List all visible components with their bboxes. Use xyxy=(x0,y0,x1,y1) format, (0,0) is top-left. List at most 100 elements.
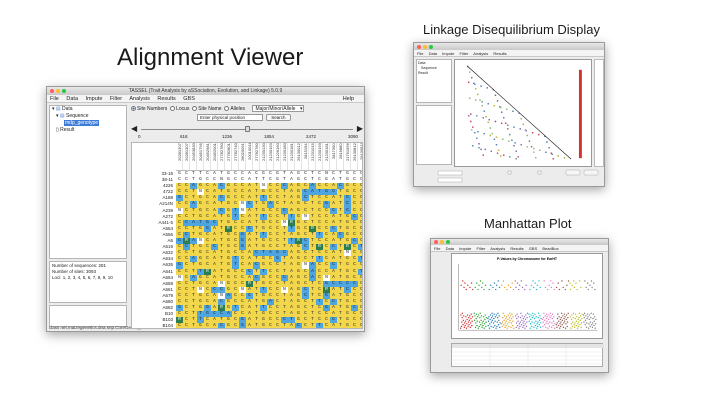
color-mode-dropdown[interactable]: Major/Minor/Allele ▾ xyxy=(252,105,305,113)
man-menu-impute[interactable]: Impute xyxy=(459,246,472,251)
site-header[interactable]: 2816880 xyxy=(337,143,344,170)
menu-impute[interactable]: Impute xyxy=(85,96,103,102)
taxon-label[interactable]: A619 xyxy=(162,244,173,250)
site-header[interactable]: 26130012 xyxy=(295,143,302,170)
taxon-label[interactable]: A654 xyxy=(162,274,173,280)
site-header[interactable]: 21226160 xyxy=(274,143,281,170)
taxon-label[interactable]: A641 xyxy=(162,268,173,274)
taxon-label[interactable]: A6 xyxy=(167,238,173,244)
site-slider[interactable]: ◀ ▶ xyxy=(131,123,363,135)
site-header[interactable]: 21230180 xyxy=(281,143,288,170)
site-header[interactable]: 20010011 xyxy=(246,143,253,170)
tree-node-data[interactable]: ▾ ▤ Data xyxy=(52,106,73,112)
menu-file[interactable]: File xyxy=(50,96,59,102)
taxon-label[interactable]: B10 xyxy=(164,311,173,317)
physical-position-input[interactable]: Enter physical position xyxy=(197,114,263,121)
taxon-label[interactable]: A214N xyxy=(159,201,173,207)
taxon-label[interactable]: A239 xyxy=(162,207,173,213)
zoom-window-icon[interactable] xyxy=(446,240,450,244)
site-header[interactable]: 20452981 xyxy=(204,143,211,170)
man-menu-gbs[interactable]: GBS xyxy=(528,246,538,251)
taxon-label[interactable]: A632 xyxy=(162,250,173,256)
taxon-label[interactable]: A272 xyxy=(162,213,173,219)
man-menu-beadbox[interactable]: BeadBox xyxy=(542,246,559,251)
ld-tree-data[interactable]: Data xyxy=(418,61,426,65)
search-button[interactable]: Search xyxy=(266,114,291,121)
site-header[interactable]: 21231015 xyxy=(309,143,316,170)
ld-menu-analysis[interactable]: Analysis xyxy=(473,51,489,56)
menu-gbs[interactable]: GBS xyxy=(183,96,195,102)
alignment-grid[interactable]: 20281307 20281307 20453830 20451795 20452981… xyxy=(131,142,363,329)
site-header[interactable]: 21761956 xyxy=(344,143,351,170)
taxon-label[interactable]: A634 xyxy=(162,256,173,262)
site-header[interactable]: 20453830 xyxy=(190,143,197,170)
site-header[interactable]: 26130811 xyxy=(358,143,362,170)
site-header[interactable]: 20281307 xyxy=(176,143,183,170)
minimize-window-icon[interactable] xyxy=(423,44,427,49)
ld-tree-result[interactable]: Result xyxy=(418,71,428,75)
man-menu-data[interactable]: Data xyxy=(445,246,455,251)
site-header[interactable]: 21230193 xyxy=(316,143,323,170)
man-menu-filter[interactable]: Filter xyxy=(476,246,486,251)
man-menu-results[interactable]: Results xyxy=(510,246,524,251)
taxon-label[interactable]: A441-5 xyxy=(158,219,173,225)
taxon-label[interactable]: 38-11 xyxy=(161,177,173,183)
man-menu-file[interactable]: File xyxy=(434,246,441,251)
ld-menu-file[interactable]: File xyxy=(417,51,424,56)
taxon-label[interactable]: 4226 xyxy=(162,183,173,189)
menu-results[interactable]: Results xyxy=(157,96,176,102)
close-window-icon[interactable] xyxy=(50,89,54,93)
site-header[interactable]: 20281307 xyxy=(183,143,190,170)
taxon-label[interactable]: A554 xyxy=(162,225,173,231)
radio-site-name[interactable]: Site Name xyxy=(192,106,222,112)
minimize-window-icon[interactable] xyxy=(56,89,60,93)
taxon-label[interactable]: 4722 xyxy=(162,189,173,195)
tree-node-mdp-genotype[interactable]: mdp_genotype xyxy=(64,120,100,126)
menu-data[interactable]: Data xyxy=(66,96,79,102)
menu-help[interactable]: Help xyxy=(342,96,354,102)
close-window-icon[interactable] xyxy=(417,44,421,49)
radio-site-numbers[interactable]: Site Numbers xyxy=(131,106,167,112)
site-header[interactable]: 20451795 xyxy=(197,143,204,170)
site-header[interactable]: 27782740 xyxy=(232,143,239,170)
radio-locus[interactable]: Locus xyxy=(170,106,189,112)
zoom-window-icon[interactable] xyxy=(62,89,66,93)
manhattan-scatter[interactable]: P-Values by Chromosome for EarHT xyxy=(451,253,603,339)
taxon-label[interactable]: A188 xyxy=(162,195,173,201)
menu-filter[interactable]: Filter xyxy=(109,96,123,102)
ld-menu-impute[interactable]: Impute xyxy=(442,51,455,56)
taxon-label[interactable]: A635 xyxy=(162,262,173,268)
close-window-icon[interactable] xyxy=(434,240,438,244)
scroll-left-icon[interactable]: ◀ xyxy=(131,124,138,133)
site-header[interactable]: 21230193 xyxy=(267,143,274,170)
site-header[interactable]: 28020091 xyxy=(239,143,246,170)
taxon-label[interactable]: 33-16 xyxy=(161,171,173,176)
ld-menu-data[interactable]: Data xyxy=(428,51,438,56)
man-menu-analysis[interactable]: Analysis xyxy=(490,246,506,251)
site-header[interactable]: 20452001 xyxy=(211,143,218,170)
taxon-label[interactable]: A682 xyxy=(162,305,173,311)
site-header[interactable]: 27782780 xyxy=(218,143,225,170)
zoom-window-icon[interactable] xyxy=(429,44,433,49)
site-header[interactable]: 27782801 xyxy=(225,143,232,170)
ld-tree-sequence[interactable]: Sequence xyxy=(421,66,437,70)
taxon-label[interactable]: A679 xyxy=(162,292,173,298)
ld-heatmap[interactable] xyxy=(454,59,592,167)
site-header[interactable]: 21230181 xyxy=(288,143,295,170)
site-header[interactable]: 2815194 xyxy=(302,143,309,170)
tree-node-result[interactable]: ▯ Result xyxy=(56,127,75,133)
site-header[interactable]: 26130812 xyxy=(351,143,358,170)
radio-alleles[interactable]: Alleles xyxy=(224,106,245,112)
ld-menu-results[interactable]: Results xyxy=(493,51,507,56)
taxon-label[interactable]: B104 xyxy=(162,323,173,329)
taxon-label[interactable]: B103 xyxy=(162,317,173,323)
scroll-right-icon[interactable]: ▶ xyxy=(356,124,363,133)
slider-knob[interactable] xyxy=(244,126,250,132)
site-header[interactable]: 27782780 xyxy=(253,143,260,170)
taxon-label[interactable]: A556 xyxy=(162,231,173,237)
taxon-label[interactable]: A659 xyxy=(162,280,173,286)
site-header[interactable]: 2817350 xyxy=(330,143,337,170)
taxon-label[interactable]: A680 xyxy=(162,298,173,304)
taxon-label[interactable]: A661 xyxy=(162,286,173,292)
site-header[interactable]: 21230130 xyxy=(260,143,267,170)
